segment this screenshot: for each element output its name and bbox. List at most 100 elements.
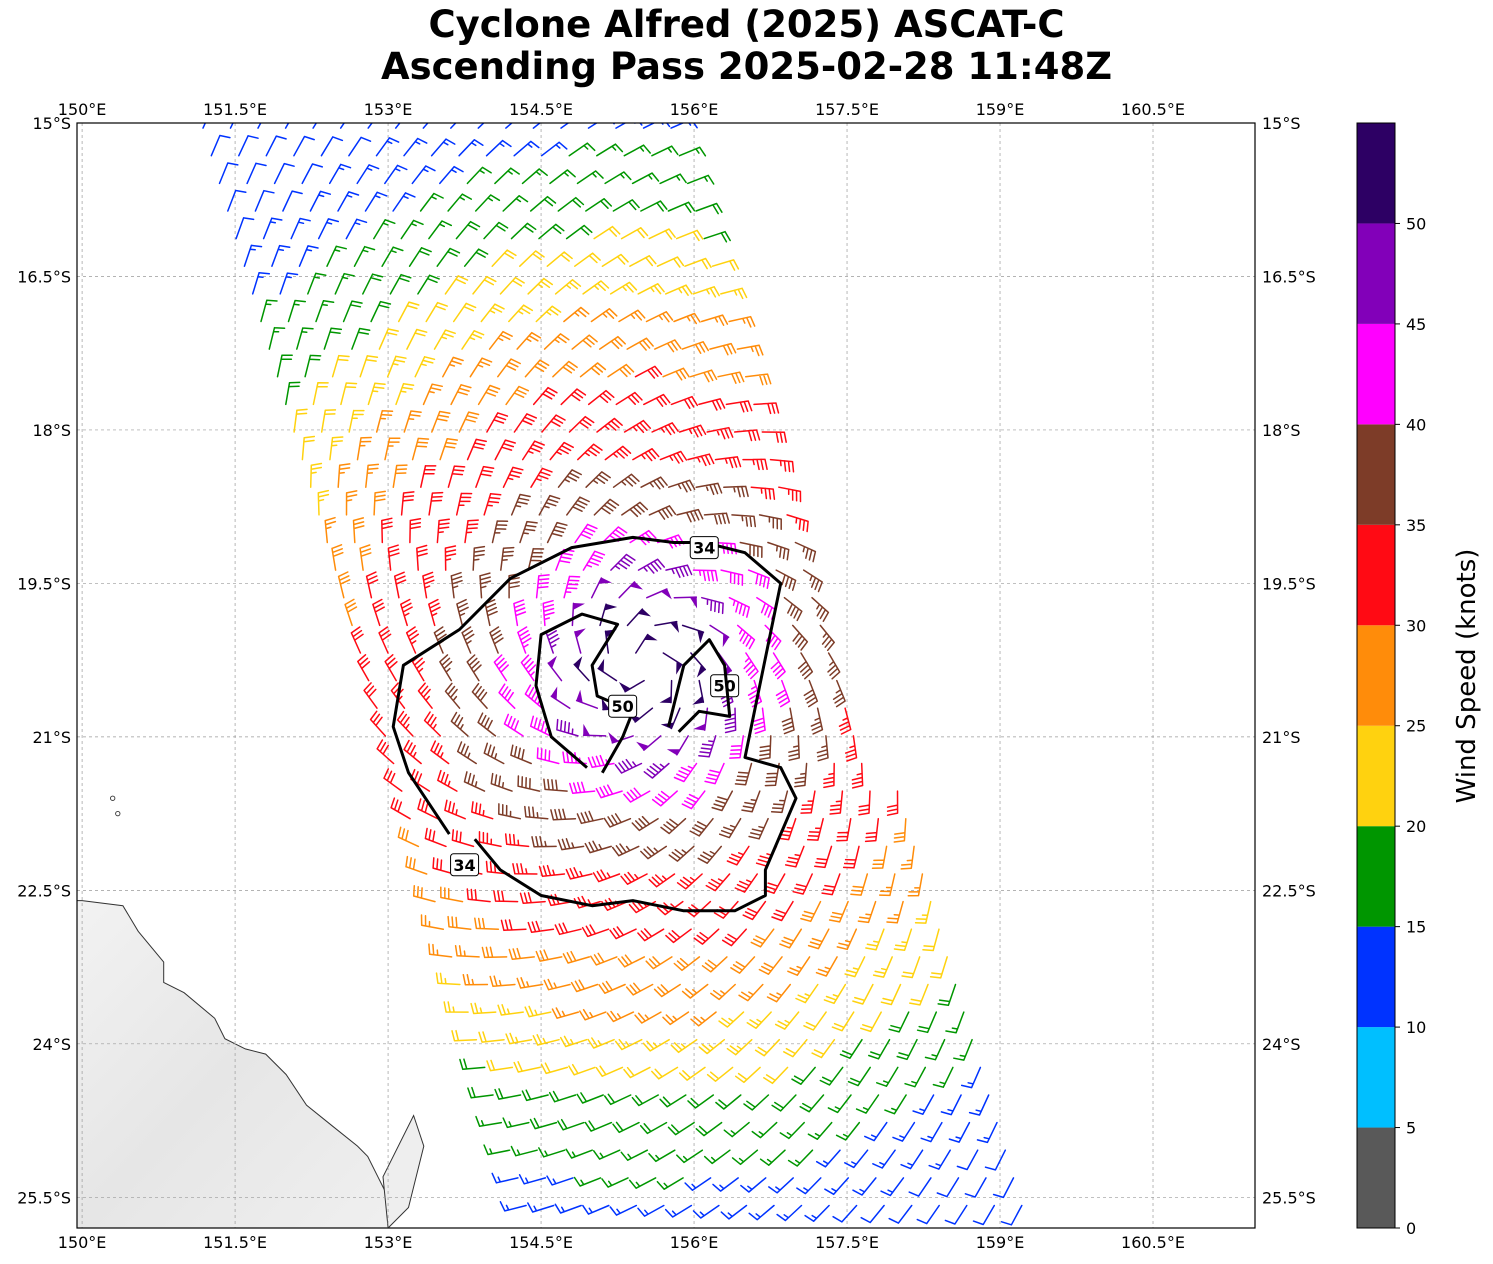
lon-tick-label-bottom: 154.5°E bbox=[509, 1233, 573, 1252]
wind-barb bbox=[637, 1204, 665, 1217]
wind-barb bbox=[568, 1063, 596, 1076]
wind-barb bbox=[439, 654, 453, 682]
wind-barb bbox=[527, 277, 554, 295]
wind-barb bbox=[461, 330, 485, 350]
wind-barb bbox=[659, 173, 687, 185]
svg-text:34: 34 bbox=[693, 539, 715, 558]
wind-barb bbox=[827, 1094, 852, 1114]
wind-barb bbox=[417, 274, 440, 295]
wind-barb bbox=[860, 1204, 885, 1224]
wind-barb bbox=[670, 1038, 698, 1054]
wind-barb bbox=[359, 544, 372, 571]
wind-barb bbox=[876, 1066, 899, 1087]
wind-barb bbox=[554, 1203, 582, 1214]
wind-barb bbox=[450, 571, 463, 599]
wind-barb bbox=[675, 229, 704, 242]
wind-barb bbox=[791, 1066, 816, 1085]
wind-barb bbox=[717, 371, 745, 384]
wind-barb bbox=[505, 1032, 533, 1045]
wind-barb bbox=[381, 517, 393, 544]
wind-barb bbox=[631, 172, 660, 185]
wind-barb bbox=[422, 383, 443, 406]
wind-barb bbox=[490, 772, 513, 792]
wind-barb bbox=[628, 900, 657, 914]
wind-barb bbox=[466, 888, 491, 903]
wind-barb bbox=[395, 382, 415, 406]
wind-barb bbox=[362, 273, 384, 295]
wind-barb bbox=[673, 312, 701, 325]
wind-barb bbox=[629, 529, 657, 546]
wind-barb bbox=[309, 462, 323, 488]
wind-barb bbox=[450, 123, 457, 129]
wind-barb bbox=[718, 817, 742, 839]
wind-barb bbox=[235, 217, 255, 240]
wind-barb bbox=[549, 441, 574, 461]
wind-barb bbox=[888, 1011, 910, 1033]
wind-barb bbox=[692, 286, 720, 298]
wind-barb bbox=[369, 710, 387, 737]
title-line-1: Cyclone Alfred (2025) ASCAT-C bbox=[428, 3, 1065, 46]
lat-tick-label-right: 16.5°S bbox=[1262, 267, 1316, 286]
wind-barb bbox=[530, 467, 553, 488]
wind-barb bbox=[579, 362, 607, 378]
wind-barb bbox=[880, 983, 902, 1006]
wind-barb bbox=[775, 679, 791, 708]
wind-barb bbox=[365, 463, 380, 488]
wind-barb bbox=[425, 301, 448, 323]
wind-barb bbox=[697, 845, 723, 864]
wind-barb bbox=[524, 359, 550, 378]
wind-barb bbox=[475, 465, 495, 488]
wind-barb bbox=[513, 140, 540, 157]
wind-barb bbox=[623, 1066, 651, 1079]
small-island bbox=[115, 810, 121, 817]
wind-barb bbox=[312, 123, 318, 129]
wind-barb bbox=[540, 1062, 569, 1075]
wind-barb bbox=[527, 547, 545, 571]
wind-barb bbox=[547, 655, 563, 682]
wind-barb bbox=[759, 735, 772, 761]
wind-barb bbox=[720, 1204, 748, 1220]
wind-barb bbox=[463, 771, 486, 792]
wind-barb bbox=[584, 1120, 613, 1132]
wind-barb bbox=[827, 652, 841, 680]
wind-barb bbox=[500, 546, 515, 571]
wind-barb bbox=[505, 123, 513, 129]
wind-barb bbox=[968, 1094, 990, 1116]
wind-barb bbox=[584, 840, 612, 854]
wind-barb bbox=[864, 1121, 888, 1142]
wind-barb bbox=[678, 1066, 706, 1081]
wind-barb bbox=[612, 1121, 640, 1134]
wind-barb bbox=[571, 334, 598, 350]
wind-barb bbox=[238, 135, 259, 157]
wind-barb bbox=[791, 624, 809, 651]
wind-barb bbox=[855, 1094, 880, 1114]
wind-barb bbox=[394, 123, 401, 129]
wind-barb bbox=[546, 521, 568, 544]
colorbar-tick-label: 15 bbox=[1406, 918, 1426, 937]
wind-barb bbox=[936, 1177, 960, 1198]
wind-barb bbox=[944, 1204, 968, 1225]
wind-barb bbox=[461, 626, 475, 654]
wind-barb bbox=[787, 1149, 814, 1167]
wind-barb bbox=[386, 355, 407, 378]
wind-barb bbox=[651, 1066, 679, 1080]
wind-barb bbox=[832, 1204, 858, 1223]
wind-barb bbox=[617, 954, 646, 968]
wind-barb bbox=[348, 136, 372, 157]
wind-barb bbox=[692, 1204, 720, 1219]
colorbar-bin bbox=[1357, 725, 1395, 827]
wind-barb bbox=[521, 1089, 549, 1102]
wind-barb bbox=[372, 598, 385, 627]
lon-tick-label-top: 154.5°E bbox=[509, 100, 573, 119]
wind-barb bbox=[775, 569, 797, 591]
colorbar-tick-label: 40 bbox=[1406, 415, 1426, 434]
wind-barb bbox=[709, 624, 730, 648]
wind-barb bbox=[290, 217, 311, 240]
wind-barb bbox=[612, 473, 640, 488]
wind-barb bbox=[670, 395, 699, 409]
wind-barb bbox=[1000, 1204, 1023, 1226]
wind-barb bbox=[648, 873, 676, 888]
wind-barb bbox=[640, 845, 668, 860]
wind-barb bbox=[521, 440, 545, 461]
svg-text:50: 50 bbox=[612, 697, 634, 716]
